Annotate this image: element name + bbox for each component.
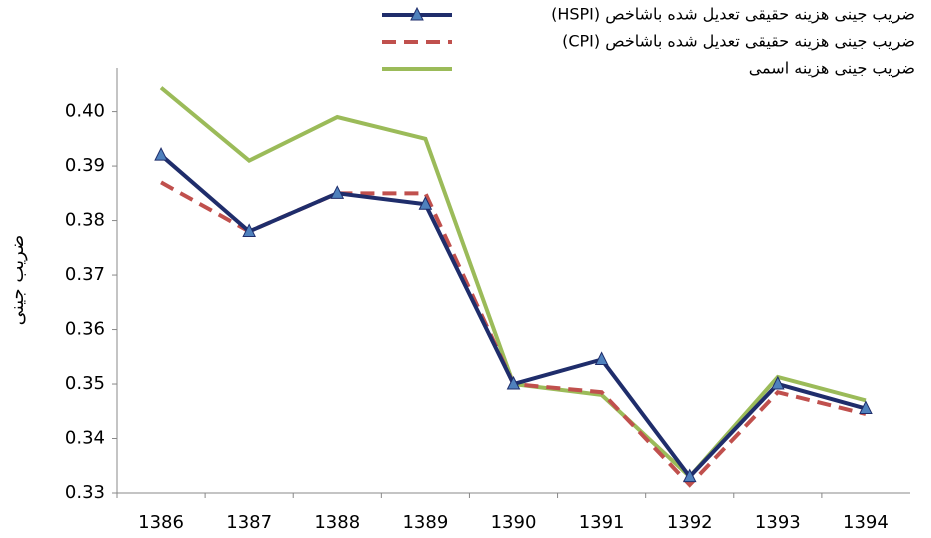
y-tick-label: 0.37 (65, 264, 105, 285)
legend-marker (410, 6, 424, 21)
x-tick-label: 1387 (226, 512, 272, 533)
y-tick-label: 0.33 (65, 482, 105, 503)
line (159, 153, 867, 480)
y-tick-label: 0.38 (65, 210, 105, 231)
y-tick-label: 0.35 (65, 373, 105, 394)
marker (594, 351, 609, 366)
legend-label: ضریب جینی هزینه اسمی (749, 59, 915, 79)
line (160, 180, 867, 488)
marker (859, 400, 873, 415)
marker (682, 468, 697, 483)
y-tick-label: 0.40 (65, 101, 105, 122)
marker (330, 185, 345, 199)
x-tick-label: 1389 (402, 512, 448, 533)
marker (506, 375, 521, 390)
x-tick-label: 1393 (755, 512, 801, 533)
x-tick-label: 1390 (491, 512, 537, 533)
y-tick-label: 0.39 (65, 155, 105, 176)
x-tick-label: 1386 (138, 512, 184, 533)
x-tick-label: 1388 (314, 512, 360, 533)
marker (418, 196, 433, 210)
y-tick-label: 0.34 (65, 428, 105, 449)
legend-label: ضریب جینی هزینه حقیقی تعدیل شده باشاخص (… (551, 5, 915, 25)
y-axis-label: ضریب جینی (7, 235, 28, 326)
x-tick-label: 1394 (843, 512, 889, 533)
marker (771, 375, 785, 390)
line (159, 86, 867, 480)
marker (154, 147, 168, 161)
legend-label: ضریب جینی هزینه حقیقی تعدیل شده باشاخص (… (562, 32, 915, 52)
y-tick-label: 0.36 (65, 319, 105, 340)
x-tick-label: 1391 (579, 512, 625, 533)
marker (242, 223, 256, 237)
x-tick-label: 1392 (667, 512, 713, 533)
